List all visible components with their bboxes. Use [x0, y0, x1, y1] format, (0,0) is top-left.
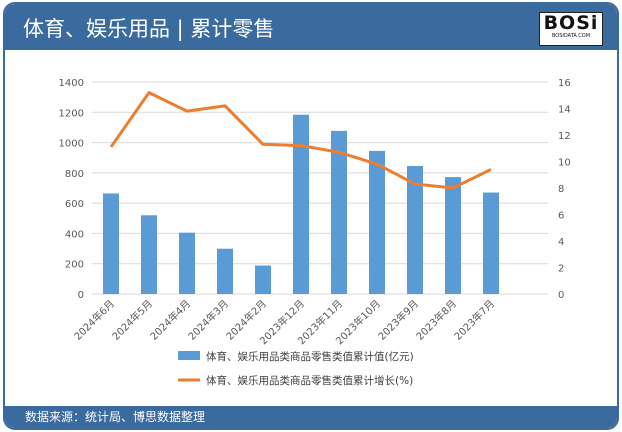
legend-line-label: 体育、娱乐用品类商品零售类值累计增长(%) — [206, 374, 413, 387]
y-right-tick-label: 2 — [558, 264, 564, 275]
bar — [217, 248, 233, 294]
y-left-tick-label: 400 — [65, 229, 84, 240]
bar — [141, 215, 157, 294]
page-title: 体育、娱乐用品 | 累计零售 — [23, 17, 275, 41]
data-source: 数据来源：统计局、博思数据整理 — [5, 406, 617, 428]
y-right-tick-label: 0 — [558, 290, 564, 301]
y-left-tick-label: 800 — [65, 169, 84, 180]
bosi-logo: BOSi BOSIDATA.COM — [539, 12, 603, 46]
legend-bar-swatch — [178, 351, 200, 360]
y-right-tick-label: 14 — [558, 105, 571, 116]
y-right-tick-label: 4 — [558, 237, 564, 248]
bar — [179, 232, 195, 294]
x-tick-label: 2023年7月 — [451, 297, 497, 343]
y-left-tick-label: 200 — [65, 260, 84, 271]
y-left-tick-label: 1000 — [59, 139, 84, 150]
bar — [103, 193, 119, 294]
bar — [407, 166, 423, 294]
bar — [483, 192, 499, 294]
y-right-tick-label: 8 — [558, 184, 564, 195]
y-left-tick-label: 1200 — [59, 108, 84, 119]
y-right-tick-label: 10 — [558, 158, 571, 169]
y-right-tick-label: 16 — [558, 78, 571, 89]
header: 体育、娱乐用品 | 累计零售 BOSi BOSIDATA.COM — [5, 4, 617, 50]
bar — [293, 114, 309, 294]
y-right-tick-label: 12 — [558, 131, 571, 142]
bar — [445, 177, 461, 294]
legend-bar-label: 体育、娱乐用品类商品零售类值累计值(亿元) — [206, 350, 414, 363]
y-left-tick-label: 0 — [78, 290, 84, 301]
y-right-tick-label: 6 — [558, 211, 564, 222]
y-left-tick-label: 1400 — [59, 78, 84, 89]
y-left-tick-label: 600 — [65, 199, 84, 210]
bar — [331, 130, 347, 294]
bar — [369, 150, 385, 294]
bar — [255, 265, 271, 294]
